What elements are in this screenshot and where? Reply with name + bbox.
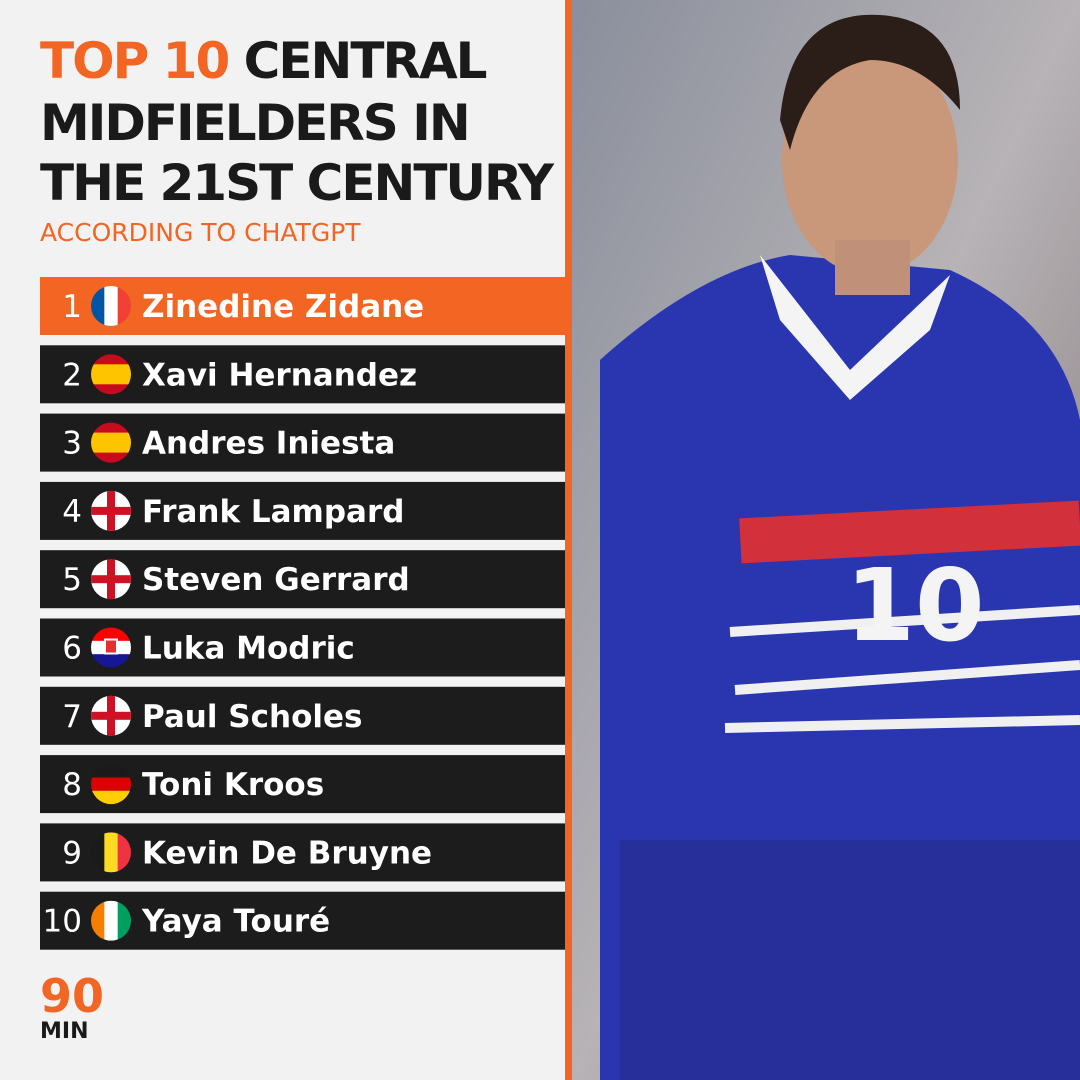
flag <box>91 354 131 395</box>
flag-band <box>91 764 131 778</box>
flag-cross <box>91 506 131 515</box>
flag-band <box>91 654 131 668</box>
flag-band <box>91 832 105 873</box>
head <box>782 45 958 275</box>
rank: 9 <box>62 835 82 871</box>
title-line2: MIDFIELDERS IN <box>40 94 469 152</box>
title-line1: TOP 10 CENTRAL <box>40 32 487 90</box>
list-row: 9 Kevin De Bruyne <box>40 823 565 882</box>
player-name: Paul Scholes <box>142 699 362 735</box>
player-name: Andres Iniesta <box>142 426 395 462</box>
player-name: Frank Lampard <box>142 494 404 530</box>
neck <box>835 240 910 295</box>
logo-bottom: MIN <box>40 1019 89 1044</box>
collar <box>760 255 950 400</box>
flag <box>91 764 131 805</box>
red-stripe <box>739 500 1080 564</box>
flag <box>91 900 131 941</box>
flag-band <box>91 354 131 365</box>
flag-band <box>104 286 119 326</box>
flag-band <box>91 790 131 805</box>
shorts <box>620 840 1080 1080</box>
photo: 10 <box>572 0 1080 1080</box>
ranking-list: 1 Zinedine Zidane 2 Xavi Hernandez 3 Andres I… <box>40 277 565 950</box>
flag-band <box>104 900 119 941</box>
list-row: 3 Andres Iniesta <box>40 413 565 472</box>
rank: 6 <box>62 631 82 667</box>
flag-crest <box>104 638 118 655</box>
flag-band <box>91 452 131 463</box>
flag <box>91 832 131 873</box>
list-row: 7 Paul Scholes <box>40 686 565 745</box>
flag <box>91 627 131 668</box>
flag-band <box>91 777 131 792</box>
rank: 10 <box>43 904 82 940</box>
player-name: Steven Gerrard <box>142 562 410 598</box>
flag <box>91 490 131 531</box>
player-name: Xavi Hernandez <box>142 357 417 393</box>
subtitle: ACCORDING TO CHATGPT <box>40 218 361 247</box>
list-row: 2 Xavi Hernandez <box>40 345 565 404</box>
player-name: Zinedine Zidane <box>142 289 424 325</box>
rank: 3 <box>62 426 82 462</box>
list-row: 5 Steven Gerrard <box>40 550 565 609</box>
flag <box>91 695 131 736</box>
title-line3: THE 21ST CENTURY <box>40 154 555 212</box>
title-rest: CENTRAL <box>244 32 487 90</box>
player-name: Yaya Touré <box>141 904 330 940</box>
list-row: 4 Frank Lampard <box>40 481 565 540</box>
player-name: Luka Modric <box>142 631 355 667</box>
flag-band <box>91 364 131 385</box>
flag-band <box>117 900 131 941</box>
flag-cross <box>91 711 131 720</box>
flag <box>91 559 131 600</box>
rank: 1 <box>62 289 82 325</box>
logo-top: 90 <box>40 969 104 1023</box>
list-row: 8 Toni Kroos <box>40 755 565 814</box>
list-row: 10 Yaya Touré <box>40 891 565 950</box>
flag-band <box>91 384 131 395</box>
rank: 5 <box>62 562 82 598</box>
player-name: Toni Kroos <box>142 767 324 803</box>
divider <box>565 0 572 1080</box>
flag-band <box>91 900 105 941</box>
list-row: 1 Zinedine Zidane <box>40 277 565 335</box>
rank: 4 <box>62 494 82 530</box>
flag-band <box>91 286 105 326</box>
flag-band <box>91 432 131 454</box>
player-name: Kevin De Bruyne <box>142 835 432 871</box>
flag-band <box>117 832 131 873</box>
flag-band <box>91 422 131 434</box>
flag <box>91 286 131 326</box>
shirt-number: 10 <box>845 547 984 664</box>
list-row: 6 Luka Modric <box>40 618 565 677</box>
rank: 7 <box>62 699 82 735</box>
hair <box>780 14 960 150</box>
flag <box>91 422 131 463</box>
flag-band <box>117 286 131 326</box>
rank: 8 <box>62 767 82 803</box>
title-highlight: TOP 10 <box>40 32 228 90</box>
rank: 2 <box>62 357 82 393</box>
flag-band <box>91 627 131 642</box>
flag-cross <box>91 575 131 584</box>
flag-band <box>104 832 119 873</box>
stripes <box>724 605 1080 733</box>
